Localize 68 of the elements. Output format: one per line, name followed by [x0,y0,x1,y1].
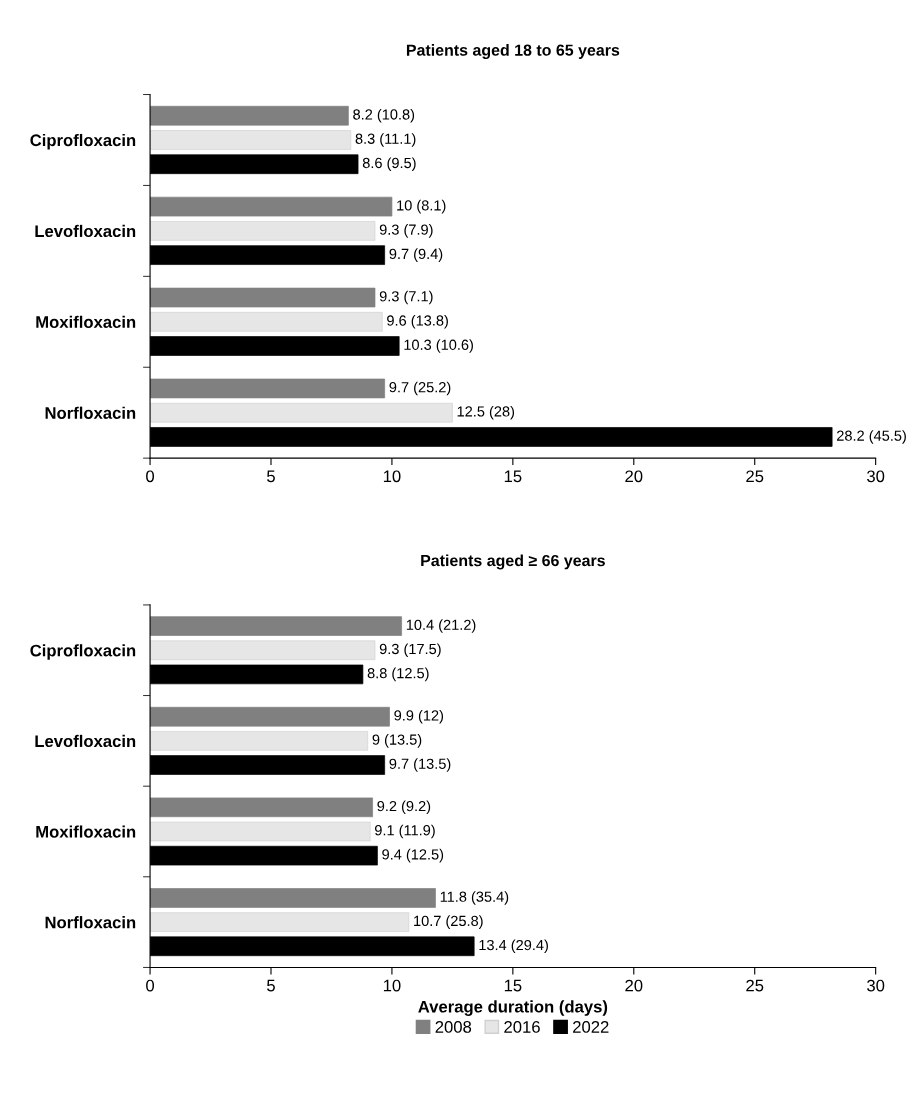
y-tick-label: Ciprofloxacin [30,644,136,660]
y-tick-label: Levofloxacin [35,734,136,748]
bar [150,378,386,399]
chart-title: Patients aged 18 to 65 years [406,44,620,60]
data-label: 8.6 (9.5) [362,157,416,171]
data-label: 28.2 (45.5) [837,430,906,444]
legend-label: 2016 [504,1021,540,1033]
bar [150,105,349,126]
x-tick-label: 0 [146,470,155,483]
x-tick-label: 5 [267,470,275,483]
data-label: 10.4 (21.2) [406,619,476,633]
data-label: 11.8 (35.4) [440,891,509,905]
y-tick-label: Norfloxacin [45,916,136,929]
x-tick-label: 10 [383,979,401,992]
bar [150,130,352,150]
bar [150,912,410,932]
chart-title: Patients aged ≥ 66 years [421,554,605,570]
data-label: 8.2 (10.8) [353,108,415,123]
data-label: 10.7 (25.8) [414,915,483,929]
bar [150,287,376,308]
x-tick-label: 10 [383,470,401,483]
data-label: 9.3 (7.1) [379,290,433,305]
bar [150,731,369,751]
bar [150,888,436,908]
data-label: 9.7 (9.4) [389,248,443,262]
x-tick-label: 5 [267,979,275,992]
legend-label: 2022 [573,1021,609,1033]
data-label: 13.4 (29.4) [479,939,548,954]
bar [150,797,373,818]
legend-label: 2008 [435,1021,472,1033]
y-tick-label: Norfloxacin [45,406,136,419]
data-label: 9.7 (13.5) [389,758,451,772]
y-tick-label: Moxifloxacin [36,825,136,838]
x-tick-label: 30 [867,470,885,483]
x-tick-label: 30 [867,979,885,992]
x-tick-label: 0 [146,979,155,992]
data-label: 10 (8.1) [397,199,446,214]
x-tick-label: 20 [625,470,643,483]
bar [150,640,376,661]
bar [150,706,390,727]
y-tick-label: Moxifloxacin [36,315,136,328]
data-label: 9.9 (12) [394,709,444,724]
data-label: 9.2 (9.2) [377,800,431,815]
data-label: 9 (13.5) [372,734,422,748]
x-tick-label: 25 [746,979,764,992]
bar [150,616,402,636]
x-tick-label: 15 [504,470,522,483]
data-label: 9.3 (7.9) [379,224,433,238]
data-label: 9.6 (13.8) [387,314,448,329]
bar [150,221,376,241]
x-tick-label: 15 [504,979,522,992]
y-tick-label: Ciprofloxacin [30,133,136,150]
y-tick-label: Levofloxacin [35,224,136,238]
data-label: 12.5 (28) [457,405,515,420]
bar [150,821,371,842]
data-label: 8.3 (11.1) [355,133,416,147]
data-label: 9.7 (25.2) [389,381,451,396]
x-tick-label: 25 [746,470,764,483]
bar [150,196,393,217]
bar [150,402,453,423]
data-label: 9.1 (11.9) [375,824,435,839]
x-axis-title: Average duration (days) [418,1000,608,1016]
bar [150,311,383,332]
data-label: 8.8 (12.5) [367,667,429,682]
data-label: 9.3 (17.5) [379,643,441,658]
x-tick-label: 20 [625,979,643,992]
data-label: 10.3 (10.6) [404,339,473,353]
data-label: 9.4 (12.5) [382,848,444,863]
